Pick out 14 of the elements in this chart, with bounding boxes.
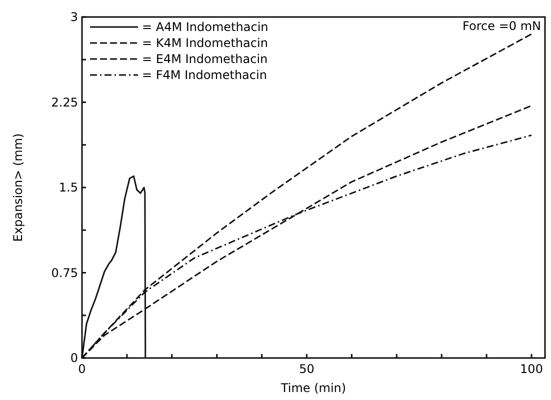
x-tick-label: 50 xyxy=(299,362,314,376)
legend-label: = K4M Indomethacin xyxy=(142,36,268,50)
annotation: Force =0 mN xyxy=(462,19,541,33)
legend-label: = E4M Indomethacin xyxy=(142,52,268,66)
y-tick-label: 1.5 xyxy=(58,180,78,195)
y-axis-title: Expansion> (mm) xyxy=(11,133,25,242)
y-tick-label: 0 xyxy=(70,351,78,366)
y-tick-label: 2.25 xyxy=(51,95,78,110)
y-tick-label: 0.75 xyxy=(51,266,78,280)
y-tick-label: 3 xyxy=(70,10,78,24)
legend-label: = F4M Indomethacin xyxy=(142,68,267,82)
legend-label: = A4M Indomethacin xyxy=(142,20,268,34)
x-tick-label: 100 xyxy=(520,362,543,376)
x-axis-title: Time (min) xyxy=(280,381,346,395)
